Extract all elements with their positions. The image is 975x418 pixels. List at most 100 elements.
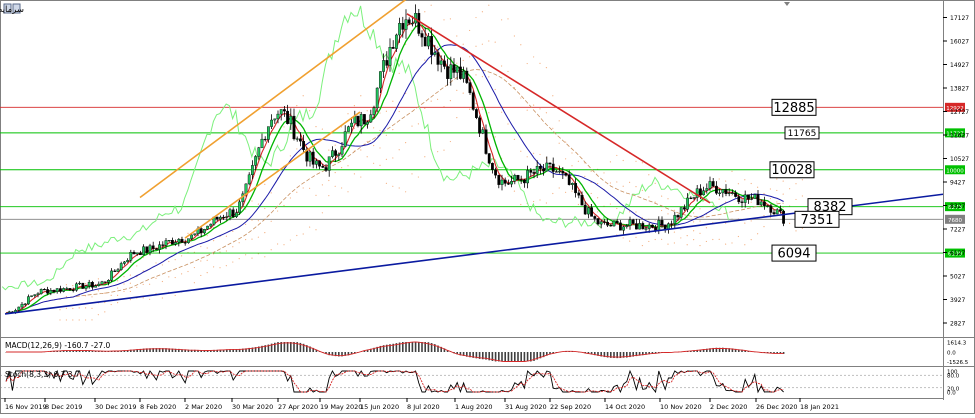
candle-body [466, 71, 468, 83]
cloud-dot [72, 319, 73, 320]
cloud-dot [271, 249, 272, 250]
candle-body [75, 284, 77, 290]
candle-body [760, 202, 762, 205]
cloud-dot [674, 231, 675, 232]
cloud-dot [373, 127, 374, 128]
level-marker-text: 7680 [948, 218, 962, 224]
candle-body [216, 217, 218, 219]
level-label: 7351 [800, 213, 833, 228]
candle-body [66, 288, 68, 289]
cloud-dot [277, 243, 278, 244]
candle-body [267, 127, 269, 140]
cloud-dot [405, 191, 406, 192]
chart-shift-marker-icon[interactable] [784, 2, 790, 6]
cloud-dot [91, 308, 92, 309]
macd-bar [527, 352, 529, 361]
cloud-dot [495, 89, 496, 90]
cloud-dot [194, 267, 195, 268]
cloud-dot [207, 260, 208, 261]
cloud-dot [507, 176, 508, 177]
candle-body [510, 181, 512, 184]
candle-body [120, 263, 122, 269]
cloud-dot [693, 212, 694, 213]
candle-body [590, 208, 592, 217]
macd-bar [412, 342, 414, 352]
cloud-dot [232, 261, 233, 262]
cloud-dot [277, 210, 278, 211]
candle-body [642, 223, 644, 229]
cloud-dot [85, 319, 86, 320]
cloud-dot [315, 126, 316, 127]
cloud-dot [655, 220, 656, 221]
cloud-dot [59, 309, 60, 310]
cloud-dot [245, 239, 246, 240]
cloud-dot [482, 108, 483, 109]
candle-body [578, 193, 580, 195]
candle-body [309, 152, 311, 161]
cloud-dot [693, 239, 694, 240]
date-tick-label: 2 Dec 2020 [710, 403, 747, 411]
ma-long-line [6, 70, 784, 313]
cloud-dot [559, 165, 560, 166]
cloud-dot [392, 101, 393, 102]
macd-bar [287, 342, 289, 352]
cloud-dot [552, 95, 553, 96]
cloud-dot [514, 139, 515, 140]
cloud-dot [514, 35, 515, 36]
candle-body [418, 13, 420, 33]
cloud-dot [642, 245, 643, 246]
cloud-dot [776, 178, 777, 179]
chart-header: سرمایه گذاری مس سرچشمه ,سرچشمه, Daily [0, 4, 24, 15]
candle-body [312, 152, 314, 164]
macd-bar [501, 352, 503, 361]
cloud-dot [770, 198, 771, 199]
candle-body [149, 246, 151, 253]
cloud-dot [795, 183, 796, 184]
cloud-dot [546, 202, 547, 203]
macd-bar [504, 352, 506, 361]
cloud-dot [136, 265, 137, 266]
cloud-dot [629, 211, 630, 212]
cloud-dot [98, 290, 99, 291]
cloud-dot [104, 293, 105, 294]
cloud-dot [271, 221, 272, 222]
cloud-dot [226, 250, 227, 251]
price-tick-label: 3927 [950, 297, 965, 304]
cloud-dot [98, 314, 99, 315]
cloud-dot [91, 296, 92, 297]
cloud-dot [667, 243, 668, 244]
cloud-dot [488, 76, 489, 77]
candle-body [274, 119, 276, 120]
cloud-dot [399, 149, 400, 150]
cloud-dot [424, 59, 425, 60]
candle-body [299, 139, 301, 141]
cloud-dot [258, 220, 259, 221]
candle-body [491, 163, 493, 170]
cloud-dot [738, 183, 739, 184]
cloud-dot [674, 242, 675, 243]
cloud-dot [648, 241, 649, 242]
candle-body [542, 169, 544, 171]
candle-body [514, 175, 516, 181]
candle-body [632, 220, 634, 224]
candle-body [622, 227, 624, 231]
candle-body [110, 271, 112, 280]
candle-body [776, 210, 778, 214]
candle-body [770, 206, 772, 213]
cloud-dot [322, 128, 323, 129]
candle-body [152, 246, 154, 249]
cloud-dot [130, 283, 131, 284]
candle-body [350, 123, 352, 127]
cloud-dot [66, 296, 67, 297]
candle-body [130, 252, 132, 260]
cloud-dot [296, 105, 297, 106]
level-label: 6094 [777, 247, 810, 262]
candle-body [123, 262, 125, 264]
cloud-dot [98, 278, 99, 279]
candle-body [94, 286, 96, 288]
candle-body [555, 172, 557, 173]
cloud-dot [783, 193, 784, 194]
candle-body [603, 222, 605, 223]
